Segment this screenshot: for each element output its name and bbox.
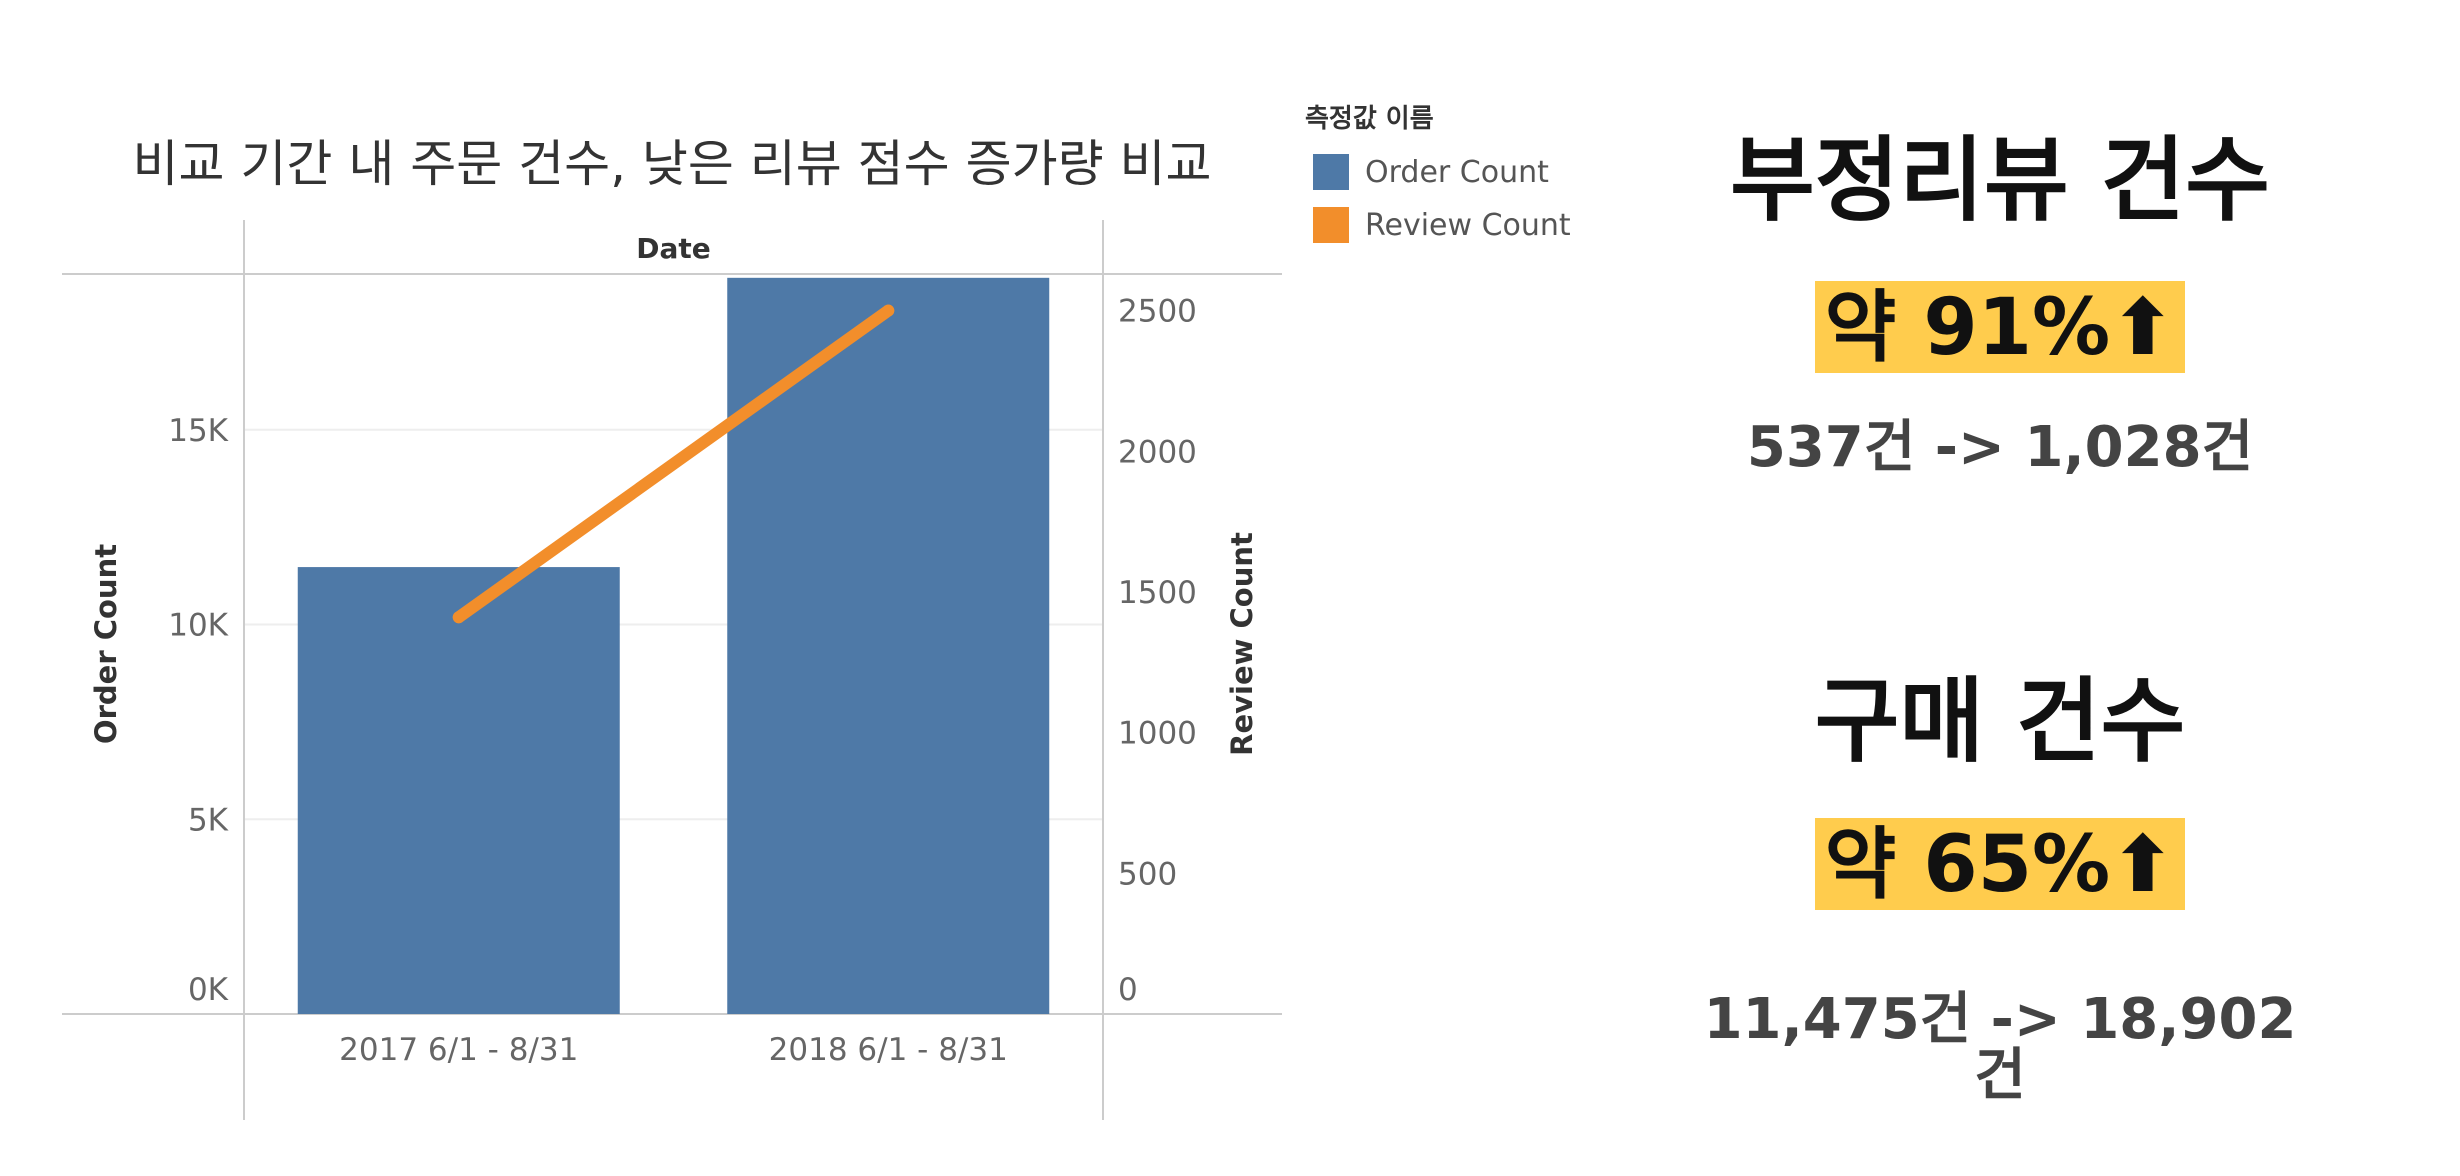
column-header-date: Date [636, 232, 711, 265]
bar-order-count-0 [297, 567, 620, 1014]
legend-item-order-count[interactable]: Order Count [1313, 153, 1549, 191]
purchase-change-badge: 약 65%⬆ [1814, 818, 2186, 910]
legend-label-review-count: Review Count [1365, 207, 1571, 243]
legend-swatch-order-count [1313, 154, 1349, 190]
fake-review-change-badge: 약 91%⬆ [1814, 281, 2186, 373]
category-label-1: 2018 6/1 - 8/31 [769, 1032, 1008, 1068]
bars [297, 277, 1050, 1014]
fake-review-change-wrap: 약 91%⬆ [1700, 281, 2300, 373]
left-tick-3: 15K [168, 413, 228, 449]
right-tick-1: 500 [1118, 856, 1177, 892]
left-tick-2: 10K [168, 608, 228, 644]
purchase-change-wrap: 약 65%⬆ [1700, 818, 2300, 910]
right-axis-title: Review Count [1225, 532, 1259, 756]
left-tick-0: 0K [188, 972, 229, 1008]
combo-chart: Date 2017 6/1 - 8/31 2018 6/1 - 8/31 0K 5K 10… [62, 220, 1282, 1120]
left-tick-1: 5K [188, 802, 229, 838]
purchase-title: 구매 건수 [1814, 668, 2186, 775]
right-tick-5: 2500 [1118, 294, 1197, 330]
legend-label-order-count: Order Count [1365, 154, 1549, 190]
point-review-count-0 [452, 611, 465, 624]
right-tick-3: 1500 [1118, 575, 1197, 611]
legend-swatch-review-count [1313, 207, 1349, 243]
fake-review-title: 부정리뷰 건수 [1730, 127, 2270, 234]
chart-frame [62, 220, 1282, 1120]
purchase-detail: 11,475건 -> 18,902건 [1703, 987, 2297, 1108]
right-tick-2: 1000 [1118, 716, 1197, 752]
category-label-0: 2017 6/1 - 8/31 [339, 1032, 578, 1068]
chart-title: 비교 기간 내 주문 건수, 낮은 리뷰 점수 증가량 비교 [132, 135, 1212, 193]
review-line-layer [452, 304, 895, 624]
bar-order-count-1 [727, 277, 1050, 1014]
legend-item-review-count[interactable]: Review Count [1313, 206, 1571, 244]
legend-title: 측정값 이름 [1305, 104, 1434, 134]
point-review-count-1 [882, 304, 895, 317]
right-tick-4: 2000 [1118, 434, 1197, 470]
line-review-count [452, 304, 895, 624]
right-tick-0: 0 [1118, 972, 1138, 1008]
fake-review-detail: 537건 -> 1,028건 [1746, 415, 2254, 480]
axis-labels: Date 2017 6/1 - 8/31 2018 6/1 - 8/31 0K 5K 10… [89, 232, 1259, 1068]
left-axis-title: Order Count [89, 544, 123, 744]
